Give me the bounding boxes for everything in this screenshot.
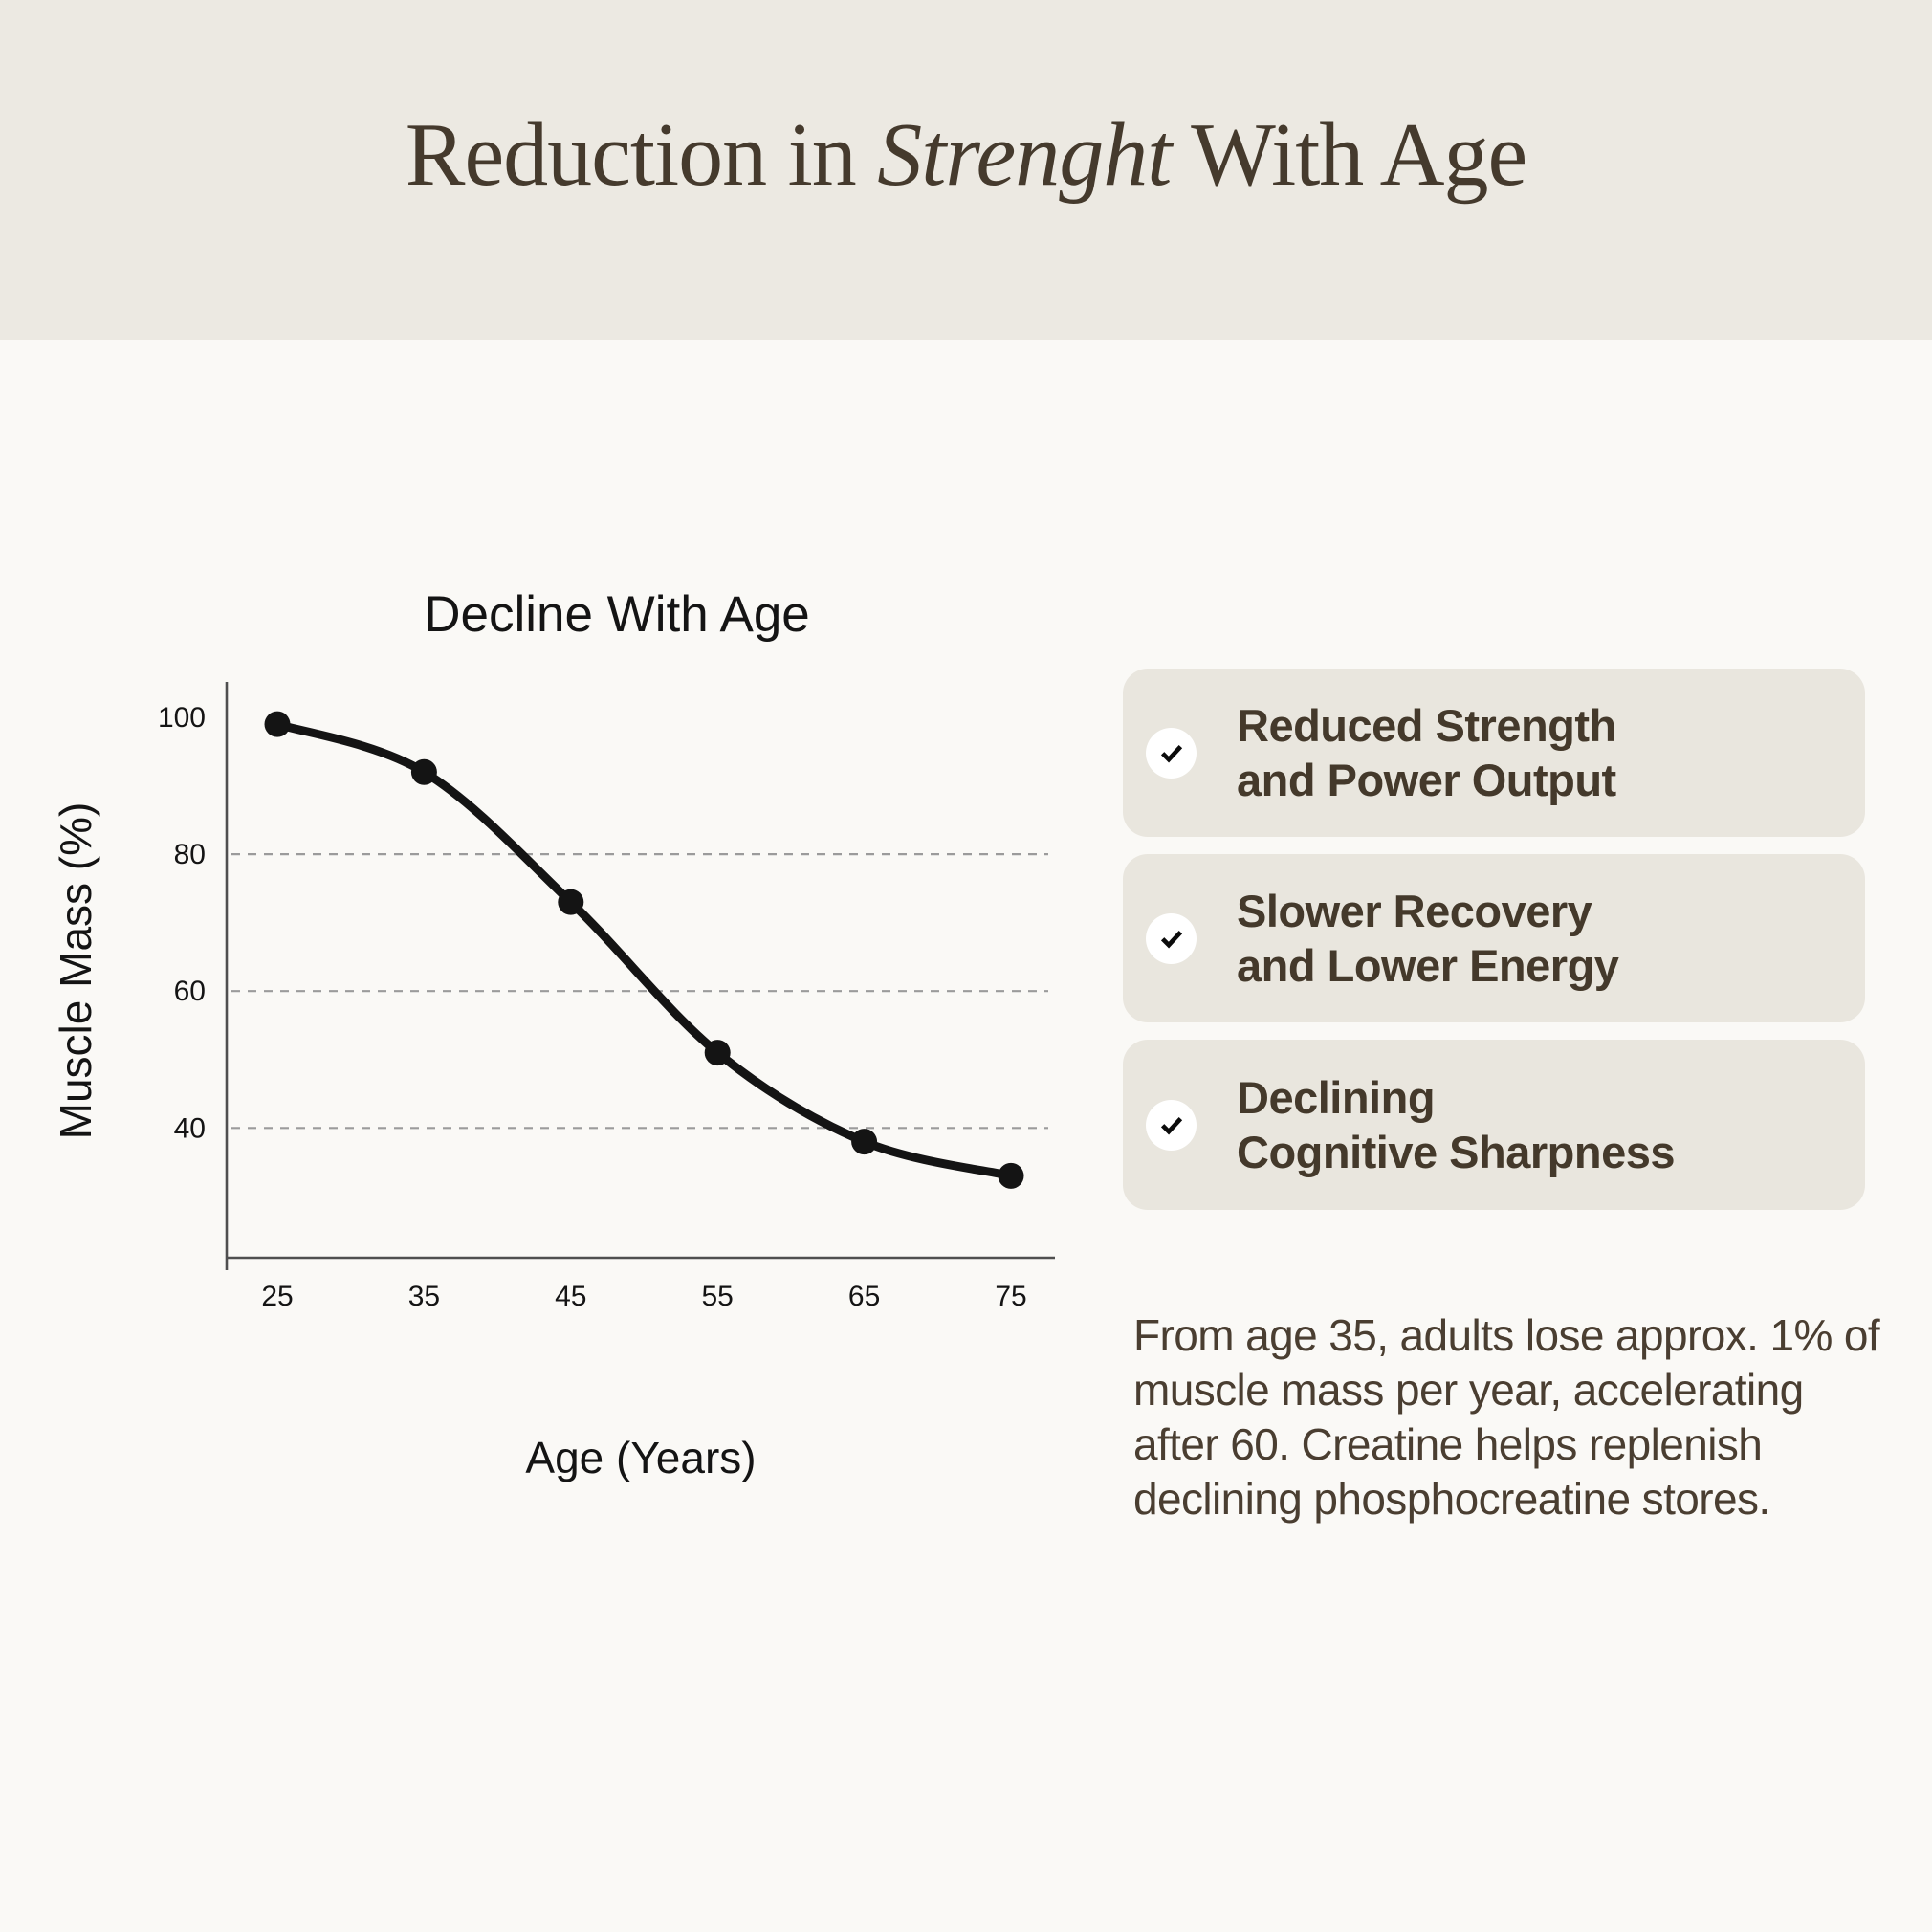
benefit-line: and Lower Energy	[1237, 940, 1619, 991]
y-axis-label: Muscle Mass (%)	[51, 802, 100, 1140]
page-title-italic-word: Strenght	[877, 105, 1172, 205]
benefit-line: Cognitive Sharpness	[1237, 1127, 1676, 1177]
muscle-mass-line-chart: Decline With Age 100 80 60 40 25 35 45 55 65 75 Age…	[51, 586, 1055, 1482]
y-tick-label-100: 100	[158, 702, 206, 734]
benefit-line: and Power Output	[1237, 755, 1616, 805]
checkmark-icon	[1160, 1117, 1182, 1135]
y-tick-label-60: 60	[174, 976, 206, 1007]
check-circle	[1146, 912, 1197, 964]
benefit-label: Reduced Strength and Power Output	[1237, 698, 1616, 808]
benefit-line: Declining	[1237, 1071, 1436, 1123]
page-title: Reduction in Strenght With Age	[0, 0, 1932, 207]
benefit-line: Slower Recovery	[1237, 885, 1592, 936]
data-point-age-75	[998, 1162, 1024, 1189]
y-tick-label-40: 40	[174, 1112, 206, 1144]
chart-title: Decline With Age	[424, 586, 810, 643]
data-point-age-35	[410, 758, 437, 785]
data-point-age-25	[264, 711, 291, 737]
data-point-age-45	[558, 889, 584, 915]
checkmark-icon	[1160, 745, 1182, 763]
page-title-suffix: With Age	[1171, 105, 1527, 205]
check-circle	[1146, 1099, 1197, 1151]
muscle-mass-series-line	[273, 719, 1016, 1180]
benefit-card-recovery: Slower Recovery and Lower Energy	[1123, 854, 1865, 1022]
x-tick-label-75: 75	[995, 1281, 1026, 1312]
x-tick-label-25: 25	[261, 1281, 293, 1312]
x-axis-label: Age (Years)	[525, 1433, 756, 1482]
x-tick-label-65: 65	[848, 1281, 880, 1312]
note-paragraph: From age 35, adults lose approx. 1% of m…	[1133, 1310, 1880, 1525]
benefit-label: Slower Recovery and Lower Energy	[1237, 884, 1619, 994]
x-tick-label-45: 45	[555, 1281, 586, 1312]
benefit-label: Declining Cognitive Sharpness	[1237, 1070, 1676, 1180]
y-tick-label-80: 80	[174, 839, 206, 870]
page-title-prefix: Reduction in	[405, 105, 878, 205]
benefit-card-strength: Reduced Strength and Power Output	[1123, 669, 1865, 837]
x-tick-label-35: 35	[408, 1281, 440, 1312]
data-point-age-55	[704, 1040, 731, 1066]
benefit-line: Reduced Strength	[1237, 699, 1616, 751]
data-point-age-65	[851, 1129, 878, 1155]
check-circle	[1146, 727, 1197, 779]
benefit-card-cognition: Declining Cognitive Sharpness	[1123, 1040, 1865, 1210]
checkmark-icon	[1160, 931, 1182, 949]
x-tick-label-55: 55	[702, 1281, 734, 1312]
header-band: Reduction in Strenght With Age	[0, 0, 1932, 340]
